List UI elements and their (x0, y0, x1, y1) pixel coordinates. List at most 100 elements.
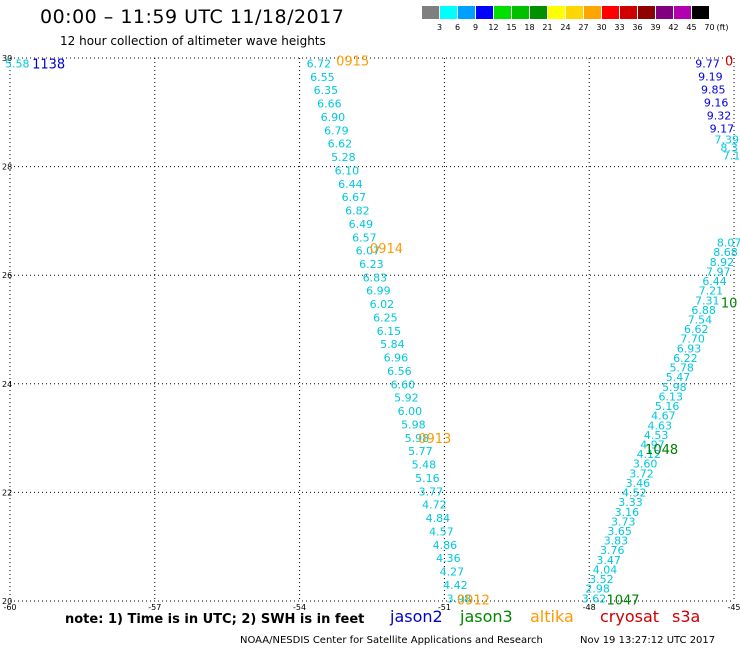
wave-height-value: 6.15 (377, 325, 402, 338)
legend-label: 39 (650, 23, 661, 32)
wave-height-value: 4.27 (440, 566, 465, 579)
wave-height-value: 3.65 (607, 525, 632, 538)
wave-height-value: 3.46 (626, 477, 651, 490)
legend-label: 30 (596, 23, 607, 32)
wave-height-value: 4.63 (648, 419, 673, 432)
pass-time-label: 1138 (32, 57, 65, 72)
lat-tick-label: 28 (2, 163, 12, 172)
wave-height-value: 6.96 (384, 352, 409, 365)
wave-height-value: 3.60 (633, 458, 658, 471)
legend-label: 42 (668, 23, 679, 32)
pass-time-label: 0 (725, 55, 733, 70)
wave-height-value: 9.77 (695, 57, 720, 70)
wave-height-value: 5.48 (412, 459, 437, 472)
legend-label: 15 (506, 23, 517, 32)
lat-tick-label: 30 (2, 54, 12, 63)
wave-height-value: 4.86 (433, 539, 458, 552)
lon-tick-label: -54 (293, 603, 306, 612)
wave-height-value: 4.57 (429, 525, 454, 538)
wave-height-value: 4.72 (422, 499, 447, 512)
wave-height-value: 6.10 (335, 164, 360, 177)
wave-height-value: 6.23 (359, 258, 384, 271)
wave-height-value: 4.67 (651, 410, 676, 423)
lat-tick-label: 20 (2, 597, 12, 606)
lon-tick-label: -60 (3, 603, 16, 612)
pass-time-label: 10 (721, 296, 738, 311)
legend-label: 27 (578, 23, 589, 32)
legend-label: 70 (704, 23, 715, 32)
wave-height-value: 6.88 (691, 304, 716, 317)
wave-height-value: 6.82 (345, 205, 370, 218)
legend-swatch (674, 6, 691, 19)
altimeter-tracks: 6.726.556.356.666.906.796.625.286.106.44… (5, 57, 740, 605)
wave-height-value: 4.36 (436, 552, 461, 565)
wave-height-value: 7.70 (680, 333, 705, 346)
wave-height-value: 3.16 (615, 506, 640, 519)
map-subtitle: 12 hour collection of altimeter wave hei… (60, 34, 326, 48)
wave-height-value: 4.12 (637, 448, 662, 461)
wave-height-value: 6.57 (352, 231, 377, 244)
wave-height-value: 3.52 (589, 573, 614, 586)
wave-height-value: 7.21 (699, 285, 724, 298)
legend-swatch (638, 6, 655, 19)
wave-height-value: 6.22 (673, 352, 698, 365)
wave-height-value: 3.47 (596, 554, 621, 567)
wave-height-value: 6.13 (658, 390, 683, 403)
wave-height-value: 6.56 (387, 365, 412, 378)
wave-height-value: 6.93 (677, 342, 702, 355)
legend-label: 21 (542, 23, 553, 32)
lon-tick-label: -57 (148, 603, 161, 612)
wave-height-value: 9.85 (701, 83, 726, 96)
map-title: 00:00 – 11:59 UTC 11/18/2017 (40, 6, 345, 28)
wave-height-value: 3.73 (611, 515, 636, 528)
satellite-s3a: s3a (672, 607, 701, 626)
wave-height-value: 5.98 (405, 432, 430, 445)
wave-height-value: 4.97 (640, 438, 665, 451)
wave-height-value: 3.77 (419, 485, 444, 498)
wave-height-value: 2.98 (585, 583, 610, 596)
legend-swatch (692, 6, 709, 19)
legend-swatch (494, 6, 511, 19)
wave-height-value: 5.92 (394, 392, 419, 405)
wave-height-value: 7.1 (723, 150, 740, 163)
wave-height-value: 6.02 (370, 298, 395, 311)
lon-tick-label: -48 (583, 603, 596, 612)
wave-height-value: 5.98 (662, 381, 687, 394)
wave-height-value: 6.83 (363, 271, 388, 284)
legend-label: 6 (454, 23, 461, 32)
legend-swatch (584, 6, 601, 19)
satellite-cryosat: cryosat (600, 607, 660, 626)
wave-height-value: 5.28 (331, 151, 356, 164)
wave-height-value: 5.84 (380, 338, 405, 351)
wave-height-value: 6.62 (684, 323, 709, 336)
legend-swatch (476, 6, 493, 19)
footer-note: note: 1) Time is in UTC; 2) SWH is in fe… (65, 612, 365, 627)
legend-swatch (458, 6, 475, 19)
legend-swatch (602, 6, 619, 19)
wave-height-value: 8.3 (720, 142, 738, 155)
legend-label: 36 (632, 23, 643, 32)
wave-height-value: 9.17 (710, 123, 735, 136)
lon-tick-label: -51 (438, 603, 451, 612)
wave-height-value: 6.00 (398, 405, 423, 418)
wave-height-value: 8.68 (713, 246, 738, 259)
legend-label: 45 (686, 23, 697, 32)
wave-height-value: 4.53 (644, 429, 669, 442)
wave-height-value: 5.47 (666, 371, 691, 384)
footer-credit: NOAA/NESDIS Center for Satellite Applica… (240, 635, 543, 646)
legend-label: 12 (488, 23, 499, 32)
wave-height-value: 6.66 (317, 98, 342, 111)
wave-height-value: 4.84 (426, 512, 451, 525)
wave-height-value: 3.33 (618, 496, 643, 509)
wave-height-value: 6.49 (349, 218, 374, 231)
legend-swatch (620, 6, 637, 19)
map-axes: -60 -57 -54 -51 -48 -45 20 22 24 26 28 30 (2, 54, 740, 612)
wave-height-value: 5.77 (408, 445, 433, 458)
wave-height-value: 6.90 (321, 111, 346, 124)
lat-tick-label: 22 (2, 488, 12, 497)
wave-height-value: 6.79 (324, 124, 349, 137)
footer-timestamp: Nov 19 13:27:12 UTC 2017 (580, 635, 716, 646)
wave-height-value: 3.62 (582, 592, 607, 605)
pass-time-labels: 1138 0915 0914 0913 0912 1047 1048 10 0 (32, 55, 737, 609)
